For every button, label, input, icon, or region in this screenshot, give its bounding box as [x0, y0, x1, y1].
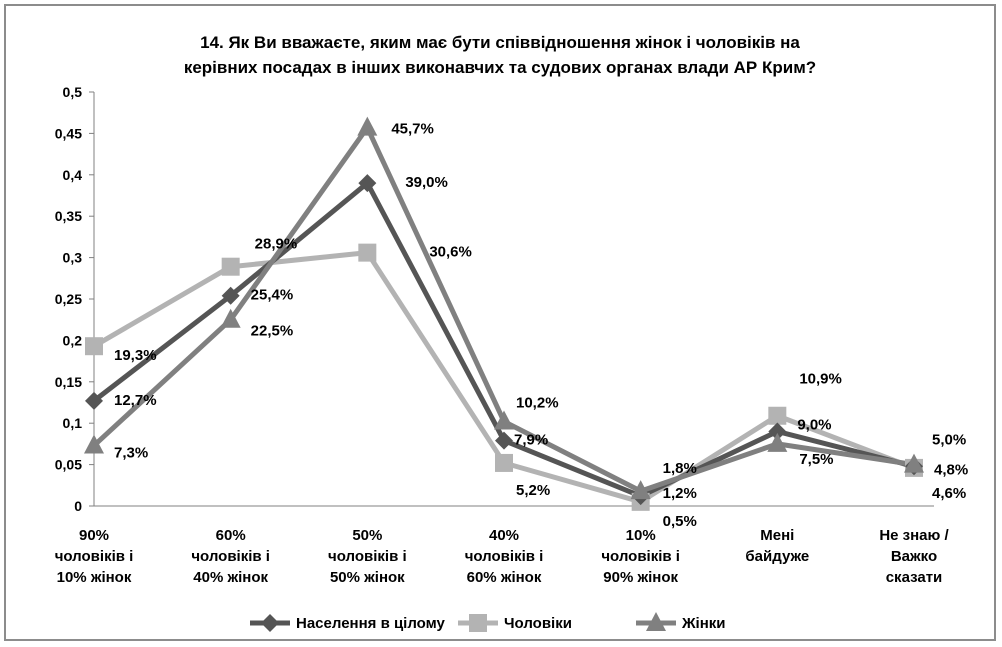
x-tick-label: Не знаю /	[879, 527, 949, 544]
chart-frame: 14. Як Ви вважаєте, яким має бути співві…	[4, 4, 996, 641]
data-point-square	[85, 337, 103, 356]
legend-label: Чоловіки	[504, 615, 572, 632]
y-tick-label: 0	[74, 498, 82, 514]
data-point-triangle	[357, 116, 378, 136]
x-tick-label: чоловіків і	[465, 548, 544, 565]
chart-series	[84, 116, 924, 511]
data-point-triangle	[84, 434, 104, 454]
data-label: 0,5%	[663, 513, 697, 530]
data-label: 19,3%	[114, 347, 157, 364]
x-tick-label: 60% жінок	[467, 569, 542, 586]
x-tick-label: сказати	[886, 569, 943, 586]
data-label: 28,9%	[255, 236, 298, 253]
data-label: 7,3%	[114, 445, 148, 462]
data-label: 1,2%	[663, 485, 697, 502]
data-point-triangle	[904, 453, 924, 473]
data-label: 4,6%	[932, 485, 966, 502]
data-point-square	[495, 453, 513, 472]
y-tick-label: 0,45	[55, 125, 82, 141]
y-tick-label: 0,25	[55, 291, 82, 307]
y-tick-label: 0,4	[63, 167, 83, 183]
x-tick-label: 60%	[216, 527, 246, 544]
y-tick-label: 0,2	[63, 332, 83, 348]
data-label: 22,5%	[251, 323, 294, 340]
x-tick-label: Важко	[891, 548, 937, 565]
x-tick-label: 40% жінок	[193, 569, 268, 586]
data-label: 4,8%	[934, 461, 968, 478]
legend-label: Населення в цілому	[296, 615, 446, 632]
data-point-square	[768, 406, 787, 425]
y-tick-label: 0,15	[55, 374, 82, 390]
data-label: 7,5%	[799, 451, 833, 468]
data-point-square	[469, 614, 487, 632]
data-label: 9,0%	[797, 416, 831, 433]
data-point-diamond	[221, 286, 240, 305]
chart-title-line-1: 14. Як Ви вважаєте, яким має бути співві…	[200, 33, 800, 52]
chart-legend: Населення в цілому Чоловіки Жінки	[250, 612, 726, 632]
data-label: 7,9%	[514, 432, 548, 449]
data-point-diamond	[358, 174, 377, 193]
data-point-square	[358, 243, 377, 262]
chart-title-line-2: керівних посадах в інших виконавчих та с…	[184, 58, 816, 77]
data-point-triangle	[220, 308, 241, 328]
data-label: 45,7%	[391, 121, 434, 138]
data-label: 39,0%	[405, 174, 448, 191]
data-label: 25,4%	[251, 287, 294, 304]
data-label: 12,7%	[114, 392, 157, 409]
y-tick-label: 0,05	[55, 457, 82, 473]
x-tick-label: байдуже	[745, 548, 809, 565]
legend-item: Населення в цілому	[250, 614, 446, 632]
data-point-triangle	[646, 612, 666, 631]
legend-label: Жінки	[681, 615, 726, 632]
chart-axes: 0 0,05 0,1 0,15 0,2 0,25 0,3 0,35 0,4 0,45 0,5 90% ч…	[55, 84, 950, 586]
y-tick-label: 0,1	[63, 415, 83, 431]
data-point-diamond	[495, 431, 513, 450]
y-tick-label: 0,5	[63, 84, 83, 100]
x-tick-label: чоловіків і	[601, 548, 680, 565]
x-tick-label: чоловіків і	[191, 548, 270, 565]
legend-item: Жінки	[636, 612, 726, 632]
data-label: 10,9%	[799, 371, 842, 388]
y-tick-label: 0,35	[55, 208, 82, 224]
x-tick-label: 10% жінок	[57, 569, 132, 586]
data-point-diamond	[261, 614, 279, 632]
data-label: 10,2%	[516, 395, 559, 412]
data-label: 30,6%	[429, 244, 472, 261]
chart-title: 14. Як Ви вважаєте, яким має бути співві…	[184, 33, 816, 77]
data-point-triangle	[630, 480, 651, 500]
x-tick-label: 50%	[352, 527, 382, 544]
x-tick-label: 10%	[626, 527, 656, 544]
data-point-diamond	[768, 422, 787, 441]
x-tick-label: чоловіків і	[55, 548, 134, 565]
x-tick-label: 50% жінок	[330, 569, 405, 586]
x-tick-label: Мені	[760, 527, 794, 544]
data-point-triangle	[767, 432, 788, 452]
y-tick-label: 0,3	[63, 250, 83, 266]
data-labels: 12,7% 25,4% 39,0% 7,9% 1,2% 9,0% 4,8% 19,3% 28,9…	[114, 121, 968, 530]
data-label: 1,8%	[663, 460, 697, 477]
data-label: 5,2%	[516, 482, 550, 499]
x-tick-label: 90% жінок	[603, 569, 678, 586]
legend-item: Чоловіки	[458, 614, 572, 632]
x-tick-label: чоловіків і	[328, 548, 407, 565]
x-tick-label: 40%	[489, 527, 519, 544]
data-point-square	[221, 257, 240, 276]
x-tick-label: 90%	[79, 527, 109, 544]
data-point-diamond	[85, 391, 103, 410]
line-chart: 14. Як Ви вважаєте, яким має бути співві…	[55, 33, 968, 632]
data-point-triangle	[494, 410, 514, 430]
data-label: 5,0%	[932, 432, 966, 449]
